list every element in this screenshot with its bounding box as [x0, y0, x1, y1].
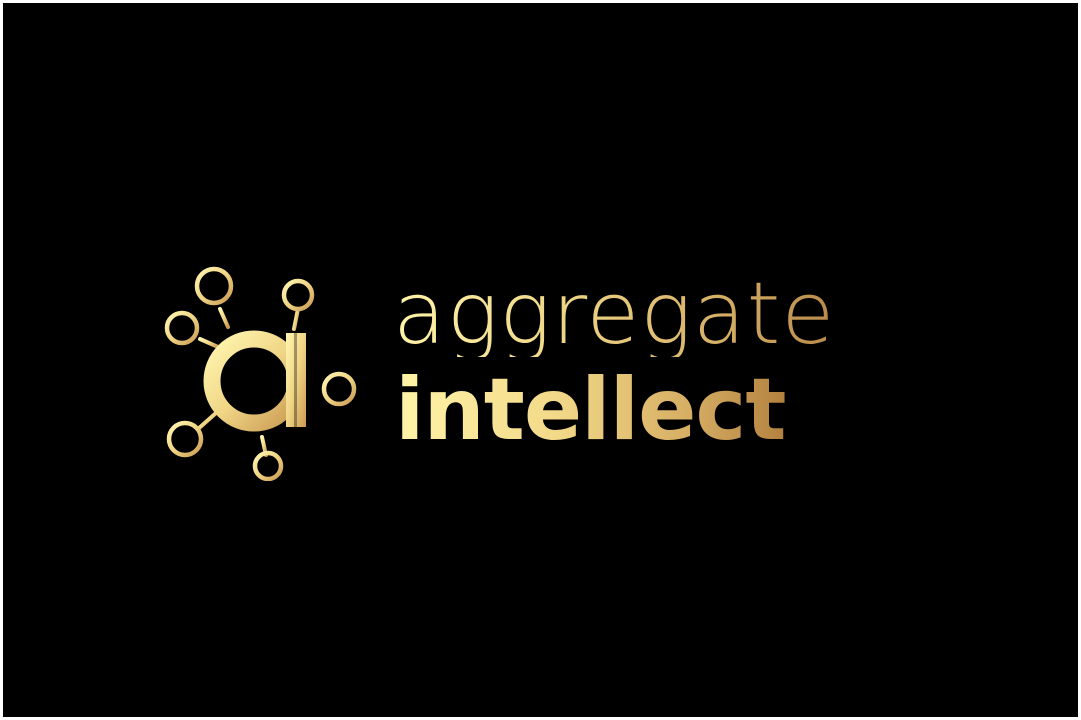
- wordmark: aggregate intellect: [393, 271, 993, 481]
- ai-network-icon: [164, 266, 357, 481]
- wordmark-line-intellect: intellect: [395, 360, 787, 460]
- logo-canvas: aggregate intellect: [3, 3, 1078, 717]
- wordmark-line-aggregate: aggregate: [393, 264, 836, 364]
